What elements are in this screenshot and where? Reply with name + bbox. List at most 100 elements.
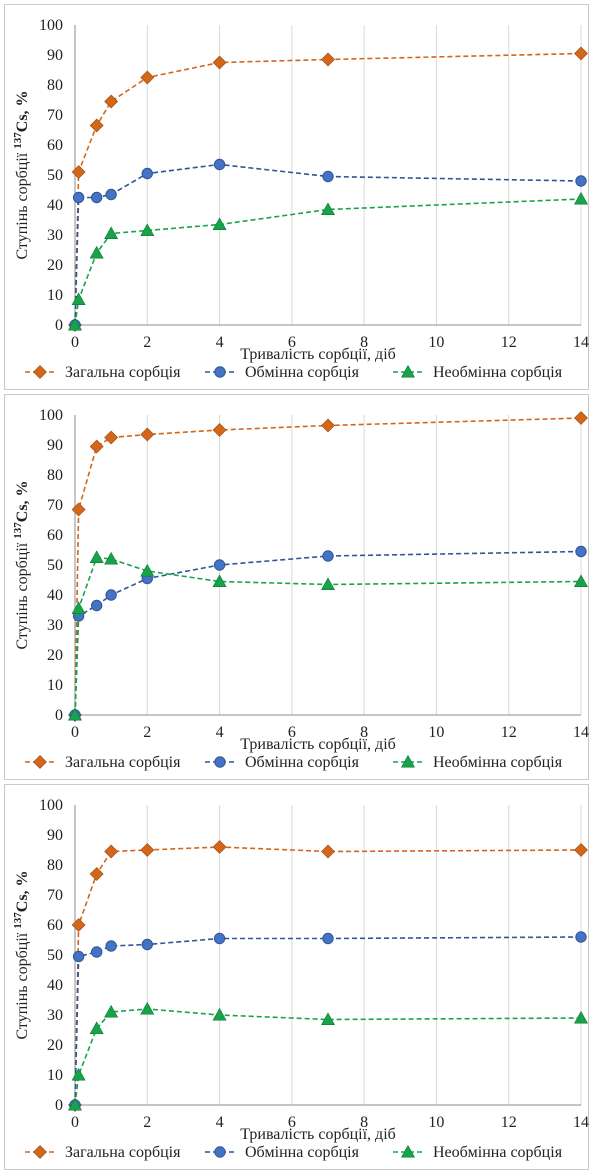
legend-swatch-marker: [33, 365, 47, 379]
y-axis-title-text: Ступінь сорбції: [14, 539, 31, 650]
chart-svg-2: 0 10 20 30 40 50 60 70 80 90 100 0 2 4 6 8 10 12 14 Тривалі…: [12, 407, 589, 771]
y-axis-title-isotope: Cs, %: [14, 480, 31, 522]
series-1-point: [89, 867, 104, 881]
x-tick-label: 8: [360, 724, 368, 741]
y-tick-label: 0: [55, 707, 63, 724]
series-1-point: [321, 844, 335, 859]
y-tick-label: 10: [47, 677, 63, 694]
y-axis-title-text: Ступінь сорбції: [14, 929, 31, 1040]
legend-item-1: Загальна сорбція: [25, 1144, 181, 1161]
x-tick-label: 4: [216, 1114, 224, 1131]
x-tick-label: 14: [573, 724, 589, 741]
x-tick-label: 0: [71, 334, 79, 351]
x-tick-label: 10: [428, 334, 444, 351]
series-3-point: [104, 551, 119, 565]
series-1-line: [74, 417, 582, 716]
y-axis-title-text: Ступінь сорбції: [14, 149, 31, 260]
series-1-point: [104, 844, 119, 859]
legend-swatch-marker: [400, 754, 416, 768]
y-tick-label: 10: [47, 287, 63, 304]
y-tick-label: 70: [47, 107, 63, 124]
y-tick-label: 70: [47, 497, 63, 514]
legend-swatch-marker: [214, 366, 226, 378]
x-tick-label: 12: [501, 334, 517, 351]
series-2-point: [575, 175, 587, 187]
series-1-point: [140, 70, 155, 85]
legend-item-3: Необмінна сорбція: [393, 1144, 563, 1161]
series-2-point: [213, 559, 226, 571]
series-3-point: [89, 550, 104, 563]
series-2-point: [141, 167, 153, 180]
x-tick-label: 14: [573, 1114, 589, 1131]
x-tick-label: 6: [288, 334, 296, 351]
x-axis-title: Тривалість сорбції, діб: [240, 346, 396, 363]
legend-label: Загальна сорбція: [65, 1144, 181, 1161]
series-3-point: [140, 223, 155, 236]
x-tick-label: 2: [143, 724, 151, 741]
series-1-point: [71, 165, 86, 179]
series-2-point: [575, 545, 587, 558]
series-3-point: [67, 707, 83, 721]
x-tick-label: 8: [360, 1114, 368, 1131]
series-2-point: [213, 158, 226, 171]
series-3-point: [212, 574, 227, 587]
series-3-point: [573, 1010, 589, 1024]
series-3-point: [71, 601, 86, 614]
series-2-point: [322, 932, 334, 945]
x-tick-label: 2: [143, 334, 151, 351]
series-1-point: [71, 502, 86, 517]
series-3-point: [71, 1067, 86, 1081]
x-axis-title: Тривалість сорбції, діб: [240, 1126, 396, 1143]
y-tick-label: 100: [39, 407, 63, 424]
y-tick-label: 60: [47, 527, 63, 544]
y-axis-title: Ступінь сорбції 137Cs, %: [12, 90, 31, 259]
series-3: [67, 191, 589, 331]
series-1-line: [74, 52, 582, 326]
series-1-point: [212, 840, 227, 854]
y-tick-label: 50: [47, 947, 63, 964]
legend-swatch-marker: [33, 1145, 47, 1159]
chart-svg-3: 0 10 20 30 40 50 60 70 80 90 100 0 2 4 6 8 10 12 14 Тривалі…: [12, 797, 589, 1161]
y-tick-label: 0: [55, 1097, 63, 1114]
y-tick-label: 100: [39, 797, 63, 814]
y-tick-label: 10: [47, 1067, 63, 1084]
x-tick-label: 10: [428, 724, 444, 741]
series-1-point: [140, 427, 155, 442]
legend-label: Необмінна сорбція: [433, 1144, 563, 1161]
legend-label: Обмінна сорбція: [245, 1144, 360, 1161]
series-3-point: [67, 317, 83, 331]
legend-label: Необмінна сорбція: [433, 754, 563, 771]
series-3-point: [104, 226, 119, 239]
series-2-point: [322, 170, 334, 183]
x-tick-label: 12: [501, 1114, 517, 1131]
series-3-point: [212, 1007, 227, 1021]
series-3-point: [320, 577, 336, 590]
series-1-line: [74, 846, 582, 1106]
y-axis-title-isotope: Cs, %: [14, 90, 31, 132]
series-3-point: [140, 563, 155, 577]
y-tick-label: 90: [47, 47, 63, 64]
series-3-point: [320, 1012, 336, 1025]
chart-svg-1: 0 10 20 30 40 50 60 70 80 90 100 0 2 4 6 8 10 12 14 Тривалі…: [12, 17, 589, 381]
x-tick-label: 4: [216, 724, 224, 741]
y-axis-title: Ступінь сорбції 137Cs, %: [12, 870, 31, 1039]
series-1-point: [574, 46, 588, 61]
legend-swatch-marker: [400, 1144, 416, 1158]
series-1-point: [212, 55, 227, 70]
y-tick-label: 100: [39, 17, 63, 34]
series-2-point: [213, 932, 226, 945]
legend-item-3: Необмінна сорбція: [393, 364, 563, 381]
legend-label: Обмінна сорбція: [245, 754, 360, 771]
x-tick-label: 8: [360, 334, 368, 351]
legend-item-3: Необмінна сорбція: [393, 754, 563, 771]
legend-item-2: Обмінна сорбція: [205, 364, 360, 381]
series-3-point: [320, 202, 336, 215]
series-1-point: [89, 118, 104, 133]
y-tick-label: 30: [47, 227, 63, 244]
series-2-point: [72, 191, 85, 204]
legend-label: Обмінна сорбція: [245, 364, 360, 381]
y-tick-label: 80: [47, 467, 63, 484]
x-tick-label: 0: [71, 1114, 79, 1131]
series-1-point: [104, 430, 119, 445]
legend-swatch-marker: [214, 1146, 226, 1158]
